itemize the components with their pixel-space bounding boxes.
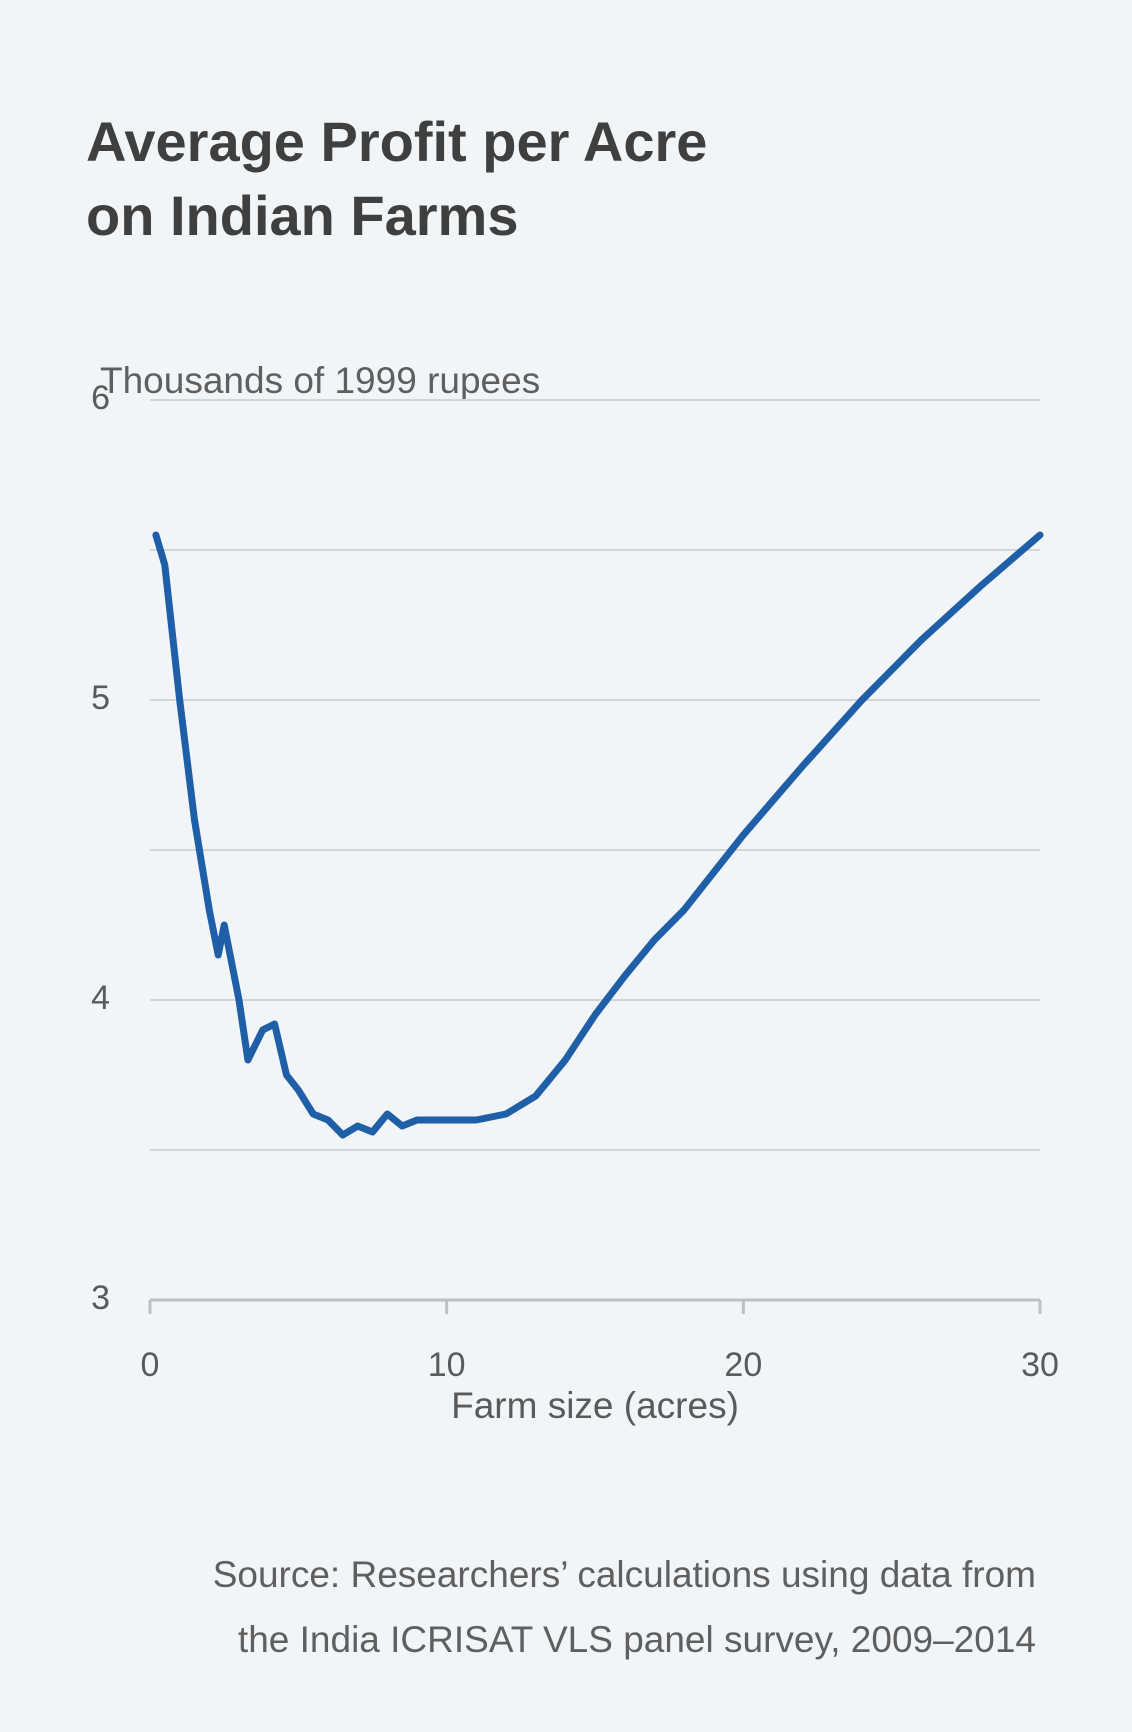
- x-tick-label: 0: [141, 1346, 160, 1384]
- x-tick-label: 10: [428, 1346, 466, 1384]
- line-chart: 3 4 5 6 0 10 20 30 Farm size (acres): [0, 0, 1132, 1732]
- profit-series-line: [156, 535, 1040, 1135]
- y-tick-label: 3: [91, 1279, 110, 1317]
- source-caption: Source: Researchers’ calculations using …: [213, 1550, 1036, 1665]
- y-tick-label: 4: [91, 979, 110, 1017]
- x-axis-title: Farm size (acres): [451, 1385, 739, 1426]
- y-tick-label: 5: [91, 679, 110, 717]
- x-tick-label: 30: [1021, 1346, 1059, 1384]
- x-tick-label: 20: [724, 1346, 762, 1384]
- source-line-2: the India ICRISAT VLS panel survey, 2009…: [213, 1615, 1036, 1665]
- figure-canvas: Average Profit per Acre on Indian Farms …: [0, 0, 1132, 1732]
- y-tick-label: 6: [91, 379, 110, 417]
- source-line-1: Source: Researchers’ calculations using …: [213, 1550, 1036, 1600]
